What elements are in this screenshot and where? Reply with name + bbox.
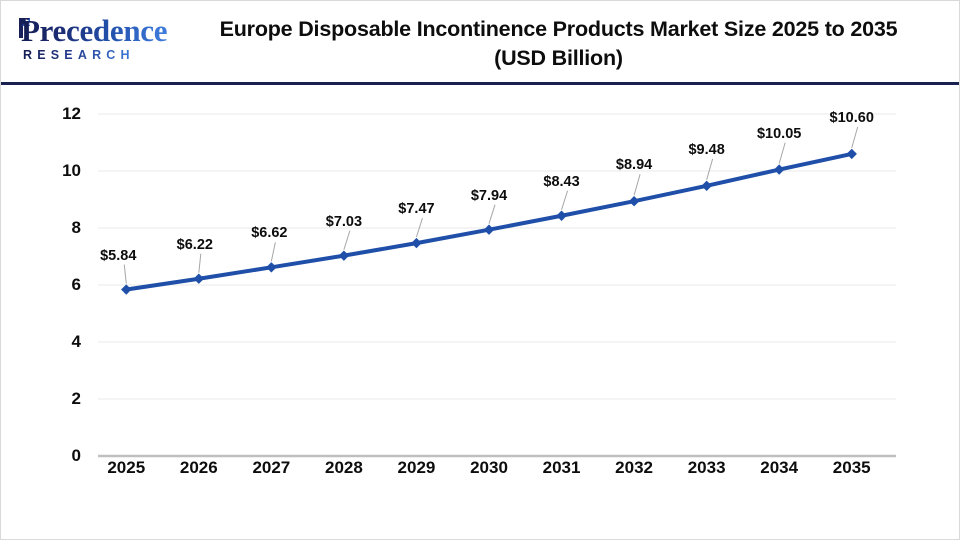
data-value-label: $5.84: [100, 247, 137, 264]
x-axis-tick-label: 2028: [324, 458, 363, 477]
label-leader-line: [123, 264, 127, 284]
data-point-marker: [411, 237, 422, 249]
data-point-marker: [483, 224, 495, 235]
x-axis-tick-label: 2032: [615, 458, 653, 477]
data-point-marker: [628, 196, 640, 207]
data-value-label: $6.22: [176, 236, 213, 253]
x-axis-tick-label: 2031: [542, 458, 581, 477]
label-leader-lines-group: [123, 126, 859, 284]
data-value-label: $9.48: [688, 141, 725, 158]
data-value-label: $8.94: [615, 157, 653, 174]
y-axis-tick-label: 0: [71, 446, 81, 465]
page-title-line-1: Europe Disposable Incontinence Products …: [219, 17, 898, 41]
x-axis-tick-label: 2035: [832, 458, 871, 477]
line-chart-svg: [98, 113, 896, 458]
page-title: Europe Disposable Incontinence Products …: [171, 15, 946, 73]
data-value-label: $10.60: [829, 109, 874, 126]
data-value-label: $7.47: [398, 201, 435, 218]
data-point-marker: [701, 180, 712, 192]
label-leader-line: [343, 230, 351, 250]
x-axis-tick-label: 2025: [107, 458, 146, 477]
y-axis-tick-label: 6: [71, 275, 81, 294]
label-leader-line: [488, 204, 496, 224]
y-axis-tick-label: 12: [62, 104, 81, 123]
y-axis-tick-label: 8: [71, 218, 81, 237]
label-leader-line: [851, 126, 859, 149]
data-point-marker: [121, 284, 132, 295]
data-value-label: $7.03: [325, 213, 363, 230]
data-point-marker: [556, 210, 567, 221]
label-leader-line: [270, 242, 276, 262]
label-leader-line: [633, 174, 641, 196]
y-axis-tick-label: 4: [71, 332, 81, 351]
label-leader-line: [415, 217, 423, 238]
chart-plot-area: 0 2 4 6 8 10 12 2025 2026 2027 2028 2029 2030 2031 20…: [1, 85, 959, 539]
data-value-label: $10.05: [756, 125, 802, 142]
x-axis-tick-label: 2029: [397, 458, 436, 477]
label-leader-line: [561, 190, 569, 210]
label-leader-line: [198, 253, 202, 273]
data-point-marker: [846, 148, 857, 160]
x-axis-tick-label: 2026: [179, 458, 218, 477]
y-axis-tick-label: 10: [62, 161, 81, 180]
data-value-label: $8.43: [543, 173, 580, 190]
x-axis-tick-label: 2030: [470, 458, 508, 477]
logo-subtitle: RESEARCH: [23, 48, 135, 62]
page-title-line-2: (USD Billion): [494, 46, 623, 70]
x-axis-tick-label: 2034: [760, 458, 799, 477]
label-leader-line: [706, 158, 714, 180]
y-axis-tick-label: 2: [71, 389, 81, 408]
data-value-label: $6.62: [251, 225, 288, 242]
x-axis-tick-label: 2033: [687, 458, 726, 477]
data-point-marker: [338, 250, 350, 261]
data-point-marker: [266, 262, 277, 273]
leaf-p-mark-icon: [19, 18, 30, 38]
label-leader-line: [778, 142, 786, 164]
data-point-markers-group: [121, 148, 857, 295]
data-point-marker: [773, 164, 785, 175]
chart-header: Precedence RESEARCH Europe Disposable In…: [1, 1, 959, 85]
series-line: [124, 151, 854, 292]
precedence-research-logo: Precedence RESEARCH: [15, 13, 168, 69]
x-axis-tick-label: 2027: [252, 458, 291, 477]
gridlines-group: [98, 113, 896, 458]
data-value-label: $7.94: [470, 187, 508, 204]
logo-wordmark: Precedence: [21, 13, 168, 48]
data-point-marker: [193, 273, 205, 284]
